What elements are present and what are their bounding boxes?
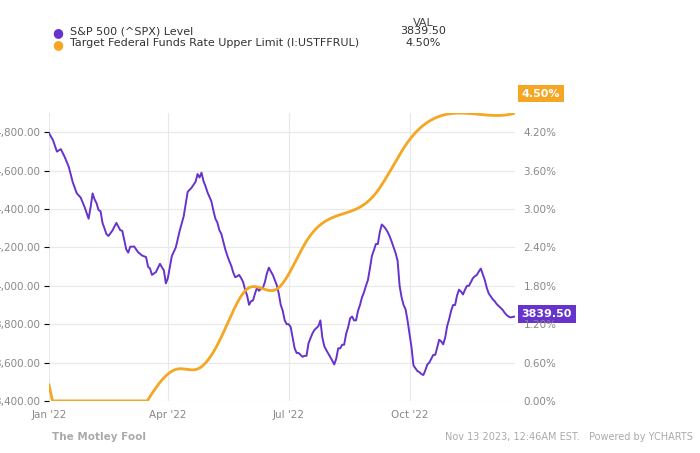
- Text: The Motley Fool: The Motley Fool: [52, 432, 146, 442]
- Text: Nov 13 2023, 12:46AM EST.   Powered by YCHARTS: Nov 13 2023, 12:46AM EST. Powered by YCH…: [445, 432, 693, 442]
- Text: Target Federal Funds Rate Upper Limit (I:USTFFRUL): Target Federal Funds Rate Upper Limit (I…: [70, 38, 359, 48]
- Text: 3839.50: 3839.50: [522, 308, 572, 318]
- Text: 4.50%: 4.50%: [522, 89, 560, 99]
- Text: 3839.50: 3839.50: [400, 26, 447, 36]
- Text: VAL: VAL: [413, 18, 434, 28]
- Text: ●: ●: [52, 26, 64, 39]
- Text: ●: ●: [52, 38, 64, 51]
- Text: S&P 500 (^SPX) Level: S&P 500 (^SPX) Level: [70, 26, 193, 36]
- Text: 4.50%: 4.50%: [406, 38, 441, 48]
